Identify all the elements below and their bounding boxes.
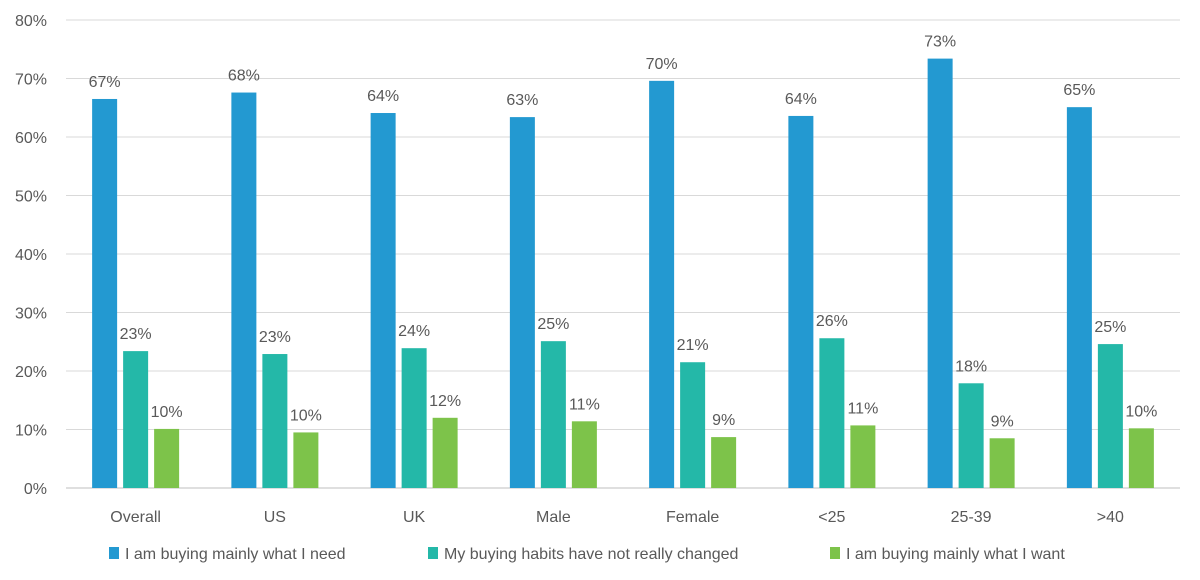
data-label: 64% xyxy=(785,91,817,108)
bar xyxy=(680,362,706,488)
data-label: 18% xyxy=(955,358,987,375)
bar xyxy=(293,432,319,488)
bar xyxy=(92,98,118,488)
bar xyxy=(927,58,953,489)
bar xyxy=(370,113,396,488)
legend-label: I am buying mainly what I want xyxy=(846,546,1065,563)
x-tick-label: <25 xyxy=(818,509,845,526)
data-label: 24% xyxy=(398,323,430,340)
legend-swatch xyxy=(830,547,840,559)
data-label: 25% xyxy=(537,316,569,333)
bar xyxy=(819,338,845,488)
data-label: 10% xyxy=(1125,403,1157,420)
y-axis: 0% 10% 20% 30% 40% 50% 60% 70% 80% xyxy=(15,13,47,498)
data-label: 9% xyxy=(712,412,735,429)
bar xyxy=(958,383,984,488)
bar xyxy=(1066,107,1092,488)
data-label: 23% xyxy=(120,326,152,343)
data-label: 11% xyxy=(569,396,600,413)
legend-swatch xyxy=(109,547,119,559)
data-label: 23% xyxy=(259,329,291,346)
x-tick-label: Male xyxy=(536,509,571,526)
x-tick-label: Female xyxy=(666,509,719,526)
data-label: 25% xyxy=(1094,319,1126,336)
x-tick-label: Overall xyxy=(110,509,161,526)
bar xyxy=(231,92,257,488)
data-label: 11% xyxy=(847,400,878,417)
data-label: 12% xyxy=(429,393,461,410)
bar xyxy=(1097,344,1123,488)
data-label: 67% xyxy=(89,74,121,91)
data-label: 64% xyxy=(367,88,399,105)
y-tick-label: 0% xyxy=(24,481,47,498)
x-axis: Overall US UK Male Female <25 25-39 >40 xyxy=(110,509,1124,526)
bar xyxy=(432,417,458,488)
legend-label: I am buying mainly what I need xyxy=(125,546,346,563)
bar xyxy=(989,438,1015,488)
bar xyxy=(154,428,180,488)
x-tick-label: >40 xyxy=(1097,509,1124,526)
y-tick-label: 50% xyxy=(15,189,47,206)
bar xyxy=(401,348,427,488)
y-tick-label: 20% xyxy=(15,364,47,381)
data-label: 65% xyxy=(1063,82,1095,99)
data-label: 73% xyxy=(924,34,956,51)
bar xyxy=(262,354,288,488)
data-label: 70% xyxy=(646,56,678,73)
y-tick-label: 40% xyxy=(15,247,47,264)
data-label: 10% xyxy=(290,407,322,424)
y-tick-label: 60% xyxy=(15,130,47,147)
x-tick-label: UK xyxy=(403,509,426,526)
data-label: 26% xyxy=(816,313,848,330)
legend: I am buying mainly what I need My buying … xyxy=(109,546,1065,563)
bar xyxy=(850,425,876,488)
data-label: 68% xyxy=(228,68,260,85)
bars xyxy=(92,58,1154,489)
bar xyxy=(1128,428,1154,488)
data-labels: 67% 23% 10% 68% 23% 10% 64% 24% 12% 63% 25% 11% 70% 2… xyxy=(89,34,1158,431)
data-label: 9% xyxy=(991,413,1014,430)
y-tick-label: 30% xyxy=(15,306,47,323)
data-label: 21% xyxy=(677,337,709,354)
bar xyxy=(571,421,597,488)
x-tick-label: US xyxy=(264,509,286,526)
legend-swatch xyxy=(428,547,438,559)
bar xyxy=(123,351,149,488)
bar xyxy=(540,341,566,488)
bar xyxy=(711,437,737,488)
legend-label: My buying habits have not really changed xyxy=(444,546,738,563)
y-tick-label: 10% xyxy=(15,423,47,440)
data-label: 10% xyxy=(151,404,183,421)
y-tick-label: 70% xyxy=(15,72,47,89)
bar xyxy=(649,80,675,488)
x-tick-label: 25-39 xyxy=(951,509,992,526)
y-tick-label: 80% xyxy=(15,13,47,30)
data-label: 63% xyxy=(506,92,538,109)
bar xyxy=(788,115,814,488)
bar xyxy=(509,117,535,489)
